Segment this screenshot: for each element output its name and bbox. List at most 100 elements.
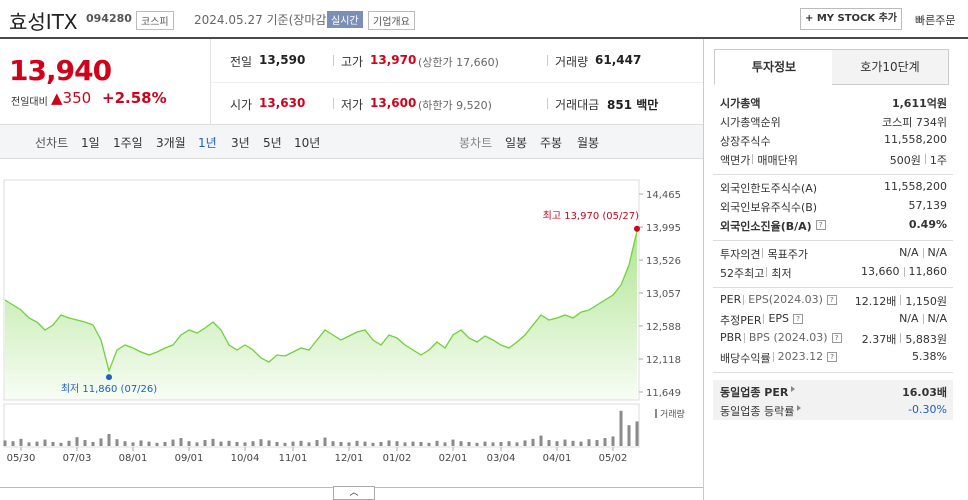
volume-bar [483,441,487,446]
volume-bar [75,437,79,446]
x-tick-label: 12/01 [335,453,364,464]
volume-bar [83,440,87,446]
info-label: 액면가 [720,154,751,167]
value-sep [900,333,902,343]
volume-bar [219,441,223,446]
company-menu[interactable]: 기업개요 [368,11,415,30]
info-icon[interactable]: ? [826,295,837,305]
volume-bar [579,441,583,446]
info-value: N/A [899,312,919,325]
info-value: 5,883원 [905,333,947,346]
info-value: 11,860 [908,265,948,278]
quote-label: 고가 [341,55,364,69]
info-label: PER [720,293,742,306]
label-sep [763,314,765,324]
volume-bar [611,436,615,446]
quote-divider [211,82,703,83]
period-tab[interactable]: 3개월 [156,136,186,150]
info-highlight [713,380,953,420]
volume-bar [147,441,151,446]
info-label: 외국인한도주식수(A) [720,182,818,195]
info-icon[interactable]: ? [793,314,804,324]
volume-bar [243,442,247,446]
volume-bar [619,410,623,446]
quote-sep [333,98,334,109]
x-tick-label: 05/30 [7,453,36,464]
volume-bar [403,442,407,446]
section-rule [713,240,953,241]
info-label: 시가총액 [720,97,761,110]
more-arrow[interactable] [791,386,796,392]
info-tab[interactable]: 호가10단계 [832,49,949,85]
volume-bar [3,440,7,446]
volume-bar [531,438,535,446]
label-sep [743,295,745,305]
period-tab[interactable]: 10년 [294,136,321,150]
y-tick-label: 13,057 [646,289,681,300]
volume-bar [267,440,271,446]
info-tab[interactable]: 투자정보 [714,49,834,85]
info-label: 최저 [771,267,792,280]
volume-bar [395,441,399,446]
info-value: N/A [927,246,947,259]
period-tab[interactable]: 5년 [263,136,282,150]
candle-tab[interactable]: 일봉 [505,136,528,150]
more-arrow[interactable] [797,405,802,411]
period-tab[interactable]: 3년 [231,136,250,150]
change-amount: ▲350 [51,89,92,107]
x-tick-label: 07/03 [63,453,92,464]
x-tick-label: 04/01 [543,453,572,464]
info-value: N/A [899,246,919,259]
volume-bar [51,442,55,446]
price-area [5,230,637,400]
quote-label: 전일 [230,55,253,69]
candle-tab[interactable]: 월봉 [577,136,600,150]
info-label: 외국인보유주식수(B) [720,201,818,214]
volume-bar [203,440,207,446]
volume-bar [323,437,327,446]
x-tick-label: 09/01 [175,453,204,464]
volume-bar [91,442,95,446]
period-tab[interactable]: 1주일 [113,136,143,150]
volume-frame [3,403,640,448]
info-label: 시가총액순위 [720,116,781,129]
info-value: 1주 [929,154,947,167]
period-tab[interactable]: 1년 [198,136,217,150]
volume-bar [427,442,431,446]
info-icon[interactable]: ? [815,220,826,230]
period-tab[interactable]: 1일 [81,136,100,150]
info-value: 500원 [889,154,921,167]
info-icon[interactable]: ? [827,352,838,362]
volume-bar [435,440,439,446]
candle-tab[interactable]: 주봉 [540,136,563,150]
quote-label: 저가 [341,98,364,112]
info-label: 매매단위 [757,154,798,167]
quote-note: (상한가 17,660) [418,56,499,69]
volume-bar [491,442,495,446]
volume-bar [59,442,63,446]
volume-bar [163,442,167,446]
panel-divider [703,39,704,500]
volume-bar [475,442,479,446]
volume-bar [155,442,159,446]
mystock-button[interactable]: + MY STOCK 추가 [800,8,902,30]
quote-label: 거래량 [555,55,589,69]
collapse-button[interactable]: ︿ [333,486,375,500]
info-icon[interactable]: ? [831,333,842,343]
info-value: 1,611억원 [891,97,947,110]
volume-bar [251,441,255,446]
volume-bar [35,441,39,446]
stock-code: 094280 [86,12,132,25]
quick-order[interactable]: 빠른주문 [915,14,956,27]
info-value: 57,139 [908,199,948,212]
x-tick-label: 02/01 [439,453,468,464]
y-tick-label: 11,649 [646,388,681,399]
info-value: 12.12배 [854,295,897,308]
volume-bar [515,442,519,446]
volume-bar [139,440,143,446]
volume-bar [171,439,175,446]
volume-bar [451,439,455,446]
quote-value: 13,970 [370,53,417,67]
volume-bar [387,440,391,446]
volume-bar [339,442,343,446]
